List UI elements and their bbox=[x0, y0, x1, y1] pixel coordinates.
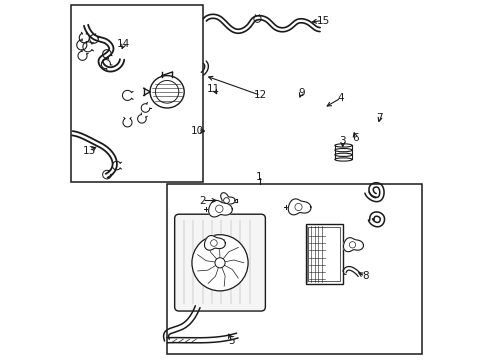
Polygon shape bbox=[220, 193, 235, 208]
Ellipse shape bbox=[334, 158, 351, 161]
Text: 15: 15 bbox=[316, 15, 329, 26]
Polygon shape bbox=[208, 201, 232, 217]
Text: 6: 6 bbox=[351, 132, 358, 143]
Text: 9: 9 bbox=[298, 88, 304, 98]
Bar bbox=[308, 227, 340, 281]
Polygon shape bbox=[204, 235, 225, 250]
Text: 14: 14 bbox=[117, 39, 130, 49]
Bar bbox=[71, 5, 203, 182]
Text: 2: 2 bbox=[199, 195, 205, 206]
Circle shape bbox=[215, 258, 224, 268]
Text: 7: 7 bbox=[376, 113, 383, 123]
Bar bbox=[305, 224, 343, 284]
Polygon shape bbox=[287, 199, 310, 215]
FancyBboxPatch shape bbox=[174, 214, 265, 311]
Ellipse shape bbox=[150, 76, 184, 108]
Text: 10: 10 bbox=[191, 126, 204, 136]
Text: 12: 12 bbox=[254, 90, 267, 100]
Text: 13: 13 bbox=[83, 146, 96, 156]
Text: 5: 5 bbox=[228, 336, 235, 346]
Text: 4: 4 bbox=[337, 93, 344, 103]
Bar bbox=[167, 184, 421, 354]
Ellipse shape bbox=[334, 148, 351, 152]
Polygon shape bbox=[343, 238, 363, 252]
Ellipse shape bbox=[334, 153, 351, 156]
Text: 3: 3 bbox=[339, 136, 346, 147]
Text: 11: 11 bbox=[207, 84, 220, 94]
Circle shape bbox=[192, 235, 247, 291]
Text: 8: 8 bbox=[361, 271, 367, 282]
Text: 1: 1 bbox=[256, 172, 263, 182]
Ellipse shape bbox=[334, 144, 351, 147]
